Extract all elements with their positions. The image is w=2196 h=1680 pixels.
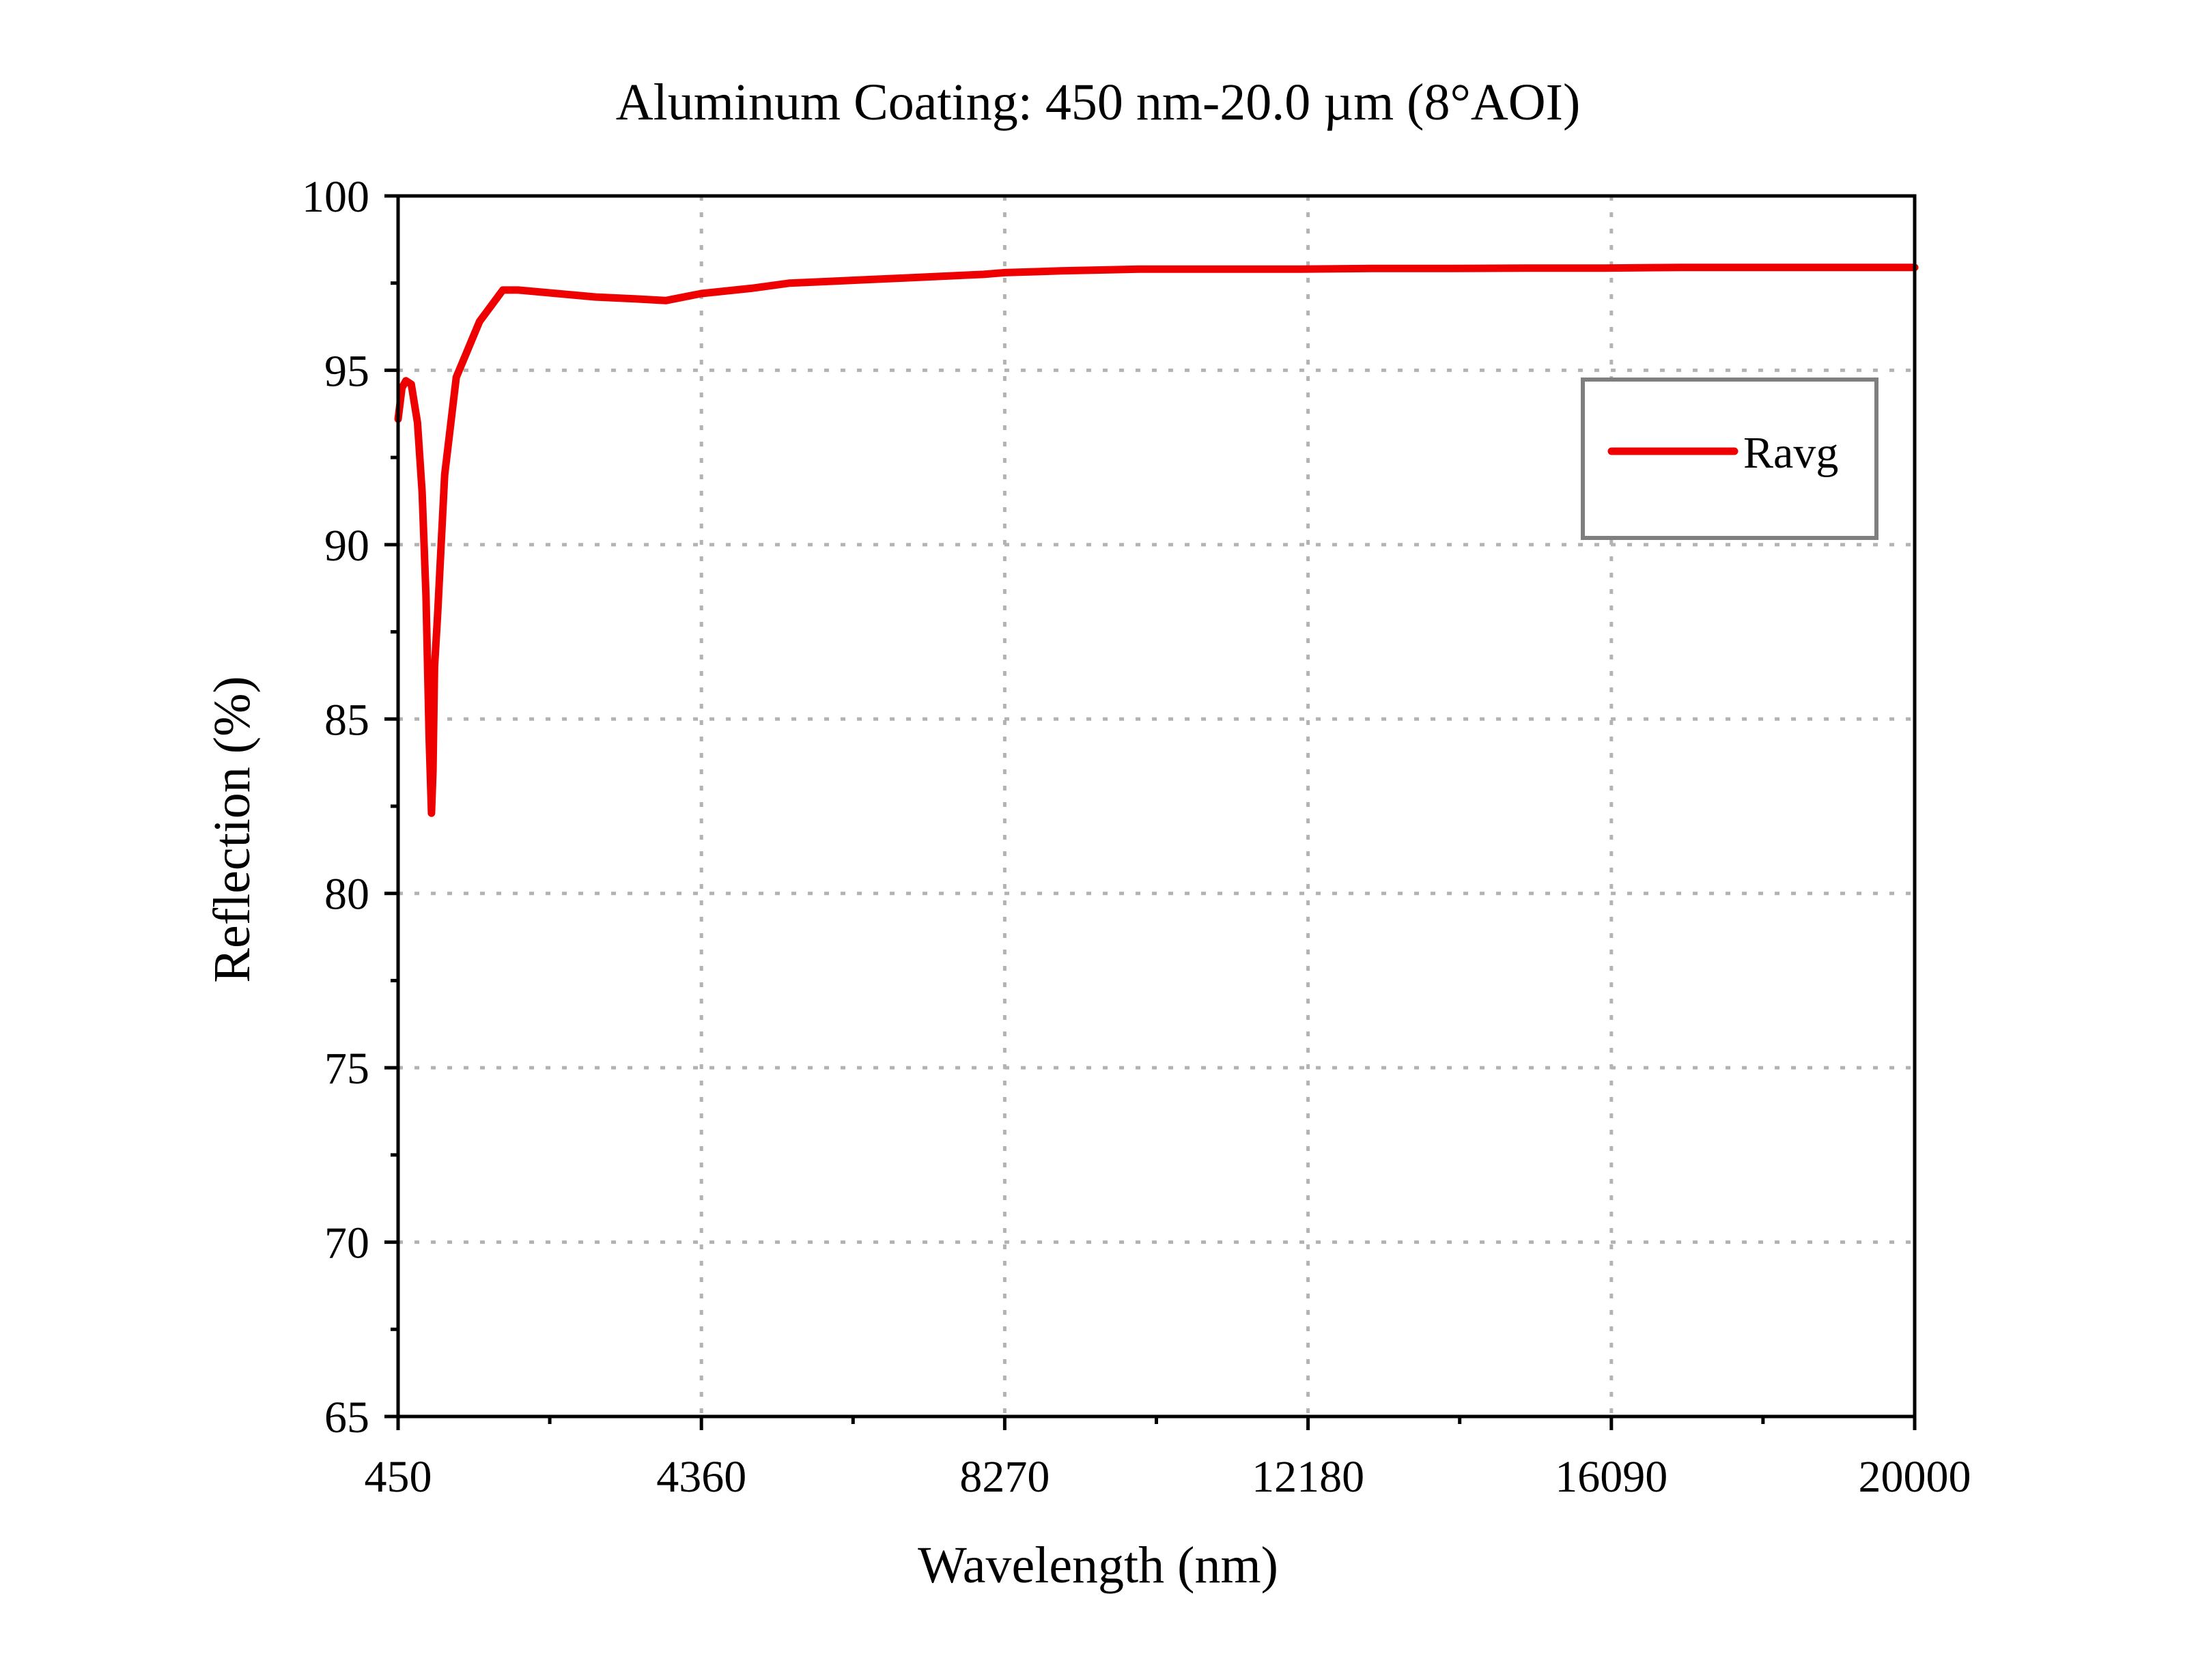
x-tick-label: 450	[365, 1452, 432, 1502]
series-layer	[394, 264, 1919, 817]
x-tick-label: 16090	[1555, 1452, 1667, 1502]
grid-lines	[398, 196, 1915, 1416]
x-axis-ticks: 450 4360 8270 12180 16090 20000	[365, 1416, 1971, 1502]
series-line-ravg	[394, 264, 1919, 817]
y-tick-label: 65	[324, 1393, 369, 1442]
x-tick-label: 12180	[1252, 1452, 1364, 1502]
x-tick-label: 20000	[1859, 1452, 1971, 1502]
legend: Ravg	[1581, 378, 1878, 540]
y-tick-label: 85	[324, 695, 369, 745]
legend-box	[1581, 378, 1878, 540]
y-tick-label: 75	[324, 1044, 369, 1094]
y-tick-label: 80	[324, 870, 369, 920]
x-axis-label: Wavelength (nm)	[918, 1537, 1278, 1594]
y-tick-label: 95	[324, 346, 369, 396]
x-tick-label: 8270	[959, 1452, 1050, 1502]
chart-title: Aluminum Coating: 450 nm-20.0 µm (8°AOI)	[616, 74, 1581, 131]
x-tick-label: 4360	[656, 1452, 746, 1502]
legend-label-ravg: Ravg	[1743, 428, 1838, 478]
y-tick-label: 70	[324, 1219, 369, 1268]
y-axis-label: Reflection (%)	[203, 676, 261, 982]
y-axis-ticks: 65 70 75 80 85 90 95 100	[302, 172, 398, 1442]
y-tick-label: 90	[324, 521, 369, 571]
y-tick-label: 100	[302, 172, 369, 222]
